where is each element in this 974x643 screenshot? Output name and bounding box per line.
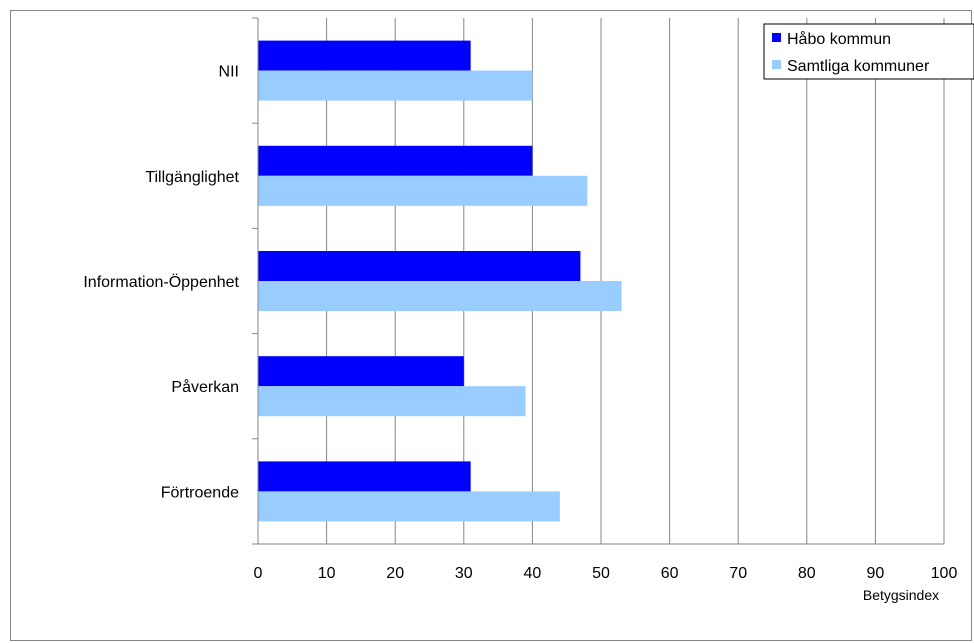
bar-samtliga	[258, 175, 588, 206]
legend-box	[763, 23, 974, 80]
x-tick-label: 0	[254, 565, 263, 582]
x-tick-label: 10	[318, 565, 336, 582]
legend-label-samtliga: Samtliga kommuner	[787, 58, 930, 75]
x-tick-label: 80	[798, 565, 816, 582]
x-tick-label: 40	[524, 565, 542, 582]
legend-swatch-samtliga	[772, 60, 781, 69]
legend-label-habo: Håbo kommun	[787, 30, 891, 48]
x-axis-title: Betygsindex	[863, 587, 939, 603]
x-tick-label: 60	[661, 565, 679, 582]
category-label: Tillgänglighet	[145, 169, 239, 186]
category-label: Påverkan	[171, 378, 239, 396]
bar-samtliga	[258, 281, 622, 311]
x-tick-label: 90	[867, 565, 885, 582]
gridlines	[326, 18, 945, 544]
labels: 0 10 20 30 40 50 60 70 80 90 100 NII Tillgänglighet I…	[83, 64, 957, 582]
x-tick-label: 20	[386, 565, 404, 582]
bar-habo	[258, 251, 581, 281]
bar-samtliga	[258, 386, 526, 417]
category-label: Information-Öppenhet	[83, 273, 239, 291]
category-label: Förtroende	[161, 484, 239, 501]
x-tick-label: 100	[931, 565, 958, 582]
legend: Håbo kommun Samtliga kommuner	[763, 23, 974, 80]
x-tick-label: 70	[729, 565, 747, 582]
legend-swatch-habo	[772, 33, 781, 42]
x-tick-label: 30	[455, 565, 473, 582]
bar-samtliga	[258, 491, 560, 522]
bar-habo	[258, 145, 533, 176]
chart-frame	[10, 10, 972, 641]
x-tick-label: 50	[592, 565, 610, 582]
bars	[258, 40, 622, 522]
category-label: NII	[219, 64, 239, 81]
axes	[252, 17, 944, 545]
bar-habo	[258, 356, 464, 387]
bar-samtliga	[258, 70, 533, 101]
bar-habo	[258, 461, 471, 492]
bar-habo	[258, 40, 471, 71]
